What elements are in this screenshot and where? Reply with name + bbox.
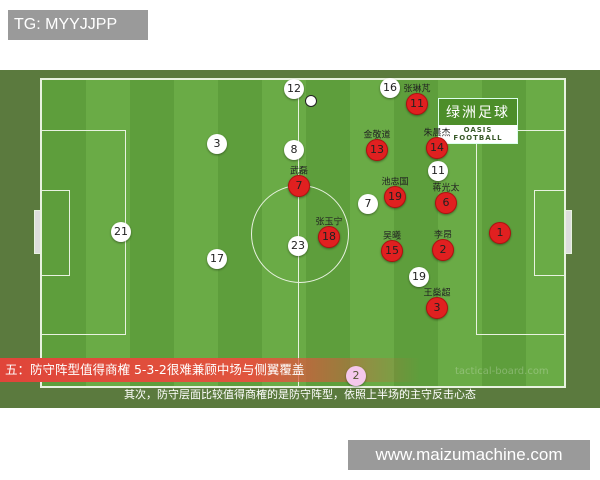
ball-icon — [305, 95, 317, 107]
player-name: 朱晨杰 — [423, 128, 451, 139]
player-name: 张琳芃 — [403, 84, 431, 95]
left-goal-area — [40, 190, 70, 276]
player-marker-white[interactable]: 16 — [380, 78, 400, 98]
player-marker-red[interactable]: 15 — [381, 240, 403, 262]
player-marker-red[interactable]: 1 — [489, 222, 511, 244]
player-name: 武磊 — [289, 166, 309, 177]
player-name: 金敬道 — [363, 130, 391, 141]
top-tag: TG: MYYJJPP — [8, 10, 148, 40]
player-marker-white[interactable]: 7 — [358, 194, 378, 214]
player-marker-red[interactable]: 3 — [426, 297, 448, 319]
right-goal — [565, 210, 572, 254]
player-marker-pink[interactable]: 2 — [346, 366, 366, 386]
player-name: 王燊超 — [423, 288, 451, 299]
player-marker-white[interactable]: 8 — [284, 140, 304, 160]
player-marker-red[interactable]: 13 — [366, 139, 388, 161]
player-name: 吴曦 — [382, 231, 402, 242]
player-marker-white[interactable]: 23 — [288, 236, 308, 256]
player-marker-red[interactable]: 14 — [426, 137, 448, 159]
player-name: 池忠国 — [381, 177, 409, 188]
right-goal-area — [534, 190, 566, 276]
player-name: 张玉宁 — [315, 217, 343, 228]
player-marker-white[interactable]: 17 — [207, 249, 227, 269]
player-marker-red[interactable]: 6 — [435, 192, 457, 214]
player-marker-red[interactable]: 2 — [432, 239, 454, 261]
player-marker-red[interactable]: 18 — [318, 226, 340, 248]
player-marker-red[interactable]: 19 — [384, 186, 406, 208]
player-marker-red[interactable]: 7 — [288, 175, 310, 197]
logo: 绿洲足球 OASIS FOOTBALL — [438, 98, 518, 144]
player-marker-white[interactable]: 12 — [284, 79, 304, 99]
player-name: 李昂 — [433, 230, 453, 241]
player-marker-white[interactable]: 21 — [111, 222, 131, 242]
player-marker-red[interactable]: 11 — [406, 93, 428, 115]
player-name: 蒋光太 — [432, 183, 460, 194]
left-goal — [34, 210, 41, 254]
logo-en: OASIS FOOTBALL — [439, 125, 517, 143]
player-marker-white[interactable]: 19 — [409, 267, 429, 287]
subtitle: 其次，防守层面比较值得商榷的是防守阵型，依照上半场的主守反击心态 — [124, 388, 476, 401]
logo-cn: 绿洲足球 — [446, 105, 510, 121]
player-marker-white[interactable]: 11 — [428, 161, 448, 181]
site-tag: www.maizumachine.com — [348, 440, 590, 470]
player-marker-white[interactable]: 3 — [207, 134, 227, 154]
watermark: tactical-board.com — [455, 366, 549, 377]
